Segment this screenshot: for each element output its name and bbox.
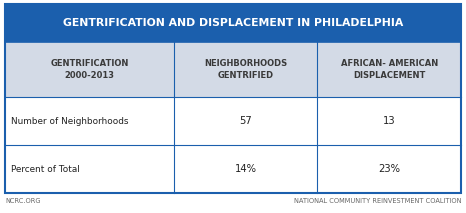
Text: 13: 13 — [383, 116, 396, 126]
Text: Percent of Total: Percent of Total — [11, 164, 80, 174]
Text: AFRICAN- AMERICAN
DISPLACEMENT: AFRICAN- AMERICAN DISPLACEMENT — [341, 59, 438, 80]
Bar — [5, 4, 461, 193]
Text: NEIGHBORHOODS
GENTRIFIED: NEIGHBORHOODS GENTRIFIED — [204, 59, 287, 80]
Text: Number of Neighborhoods: Number of Neighborhoods — [11, 117, 129, 125]
Text: NCRC.ORG: NCRC.ORG — [5, 198, 41, 204]
Text: GENTRIFICATION AND DISPLACEMENT IN PHILADELPHIA: GENTRIFICATION AND DISPLACEMENT IN PHILA… — [63, 18, 403, 28]
Bar — [5, 42, 461, 97]
Text: 57: 57 — [239, 116, 252, 126]
Bar — [5, 145, 461, 193]
Text: NATIONAL COMMUNITY REINVESTMENT COALITION: NATIONAL COMMUNITY REINVESTMENT COALITIO… — [294, 198, 461, 204]
Text: 23%: 23% — [378, 164, 400, 174]
Text: 14%: 14% — [234, 164, 257, 174]
Text: GENTRIFICATION
2000-2013: GENTRIFICATION 2000-2013 — [50, 59, 129, 80]
Bar — [5, 4, 461, 42]
Bar — [5, 97, 461, 145]
